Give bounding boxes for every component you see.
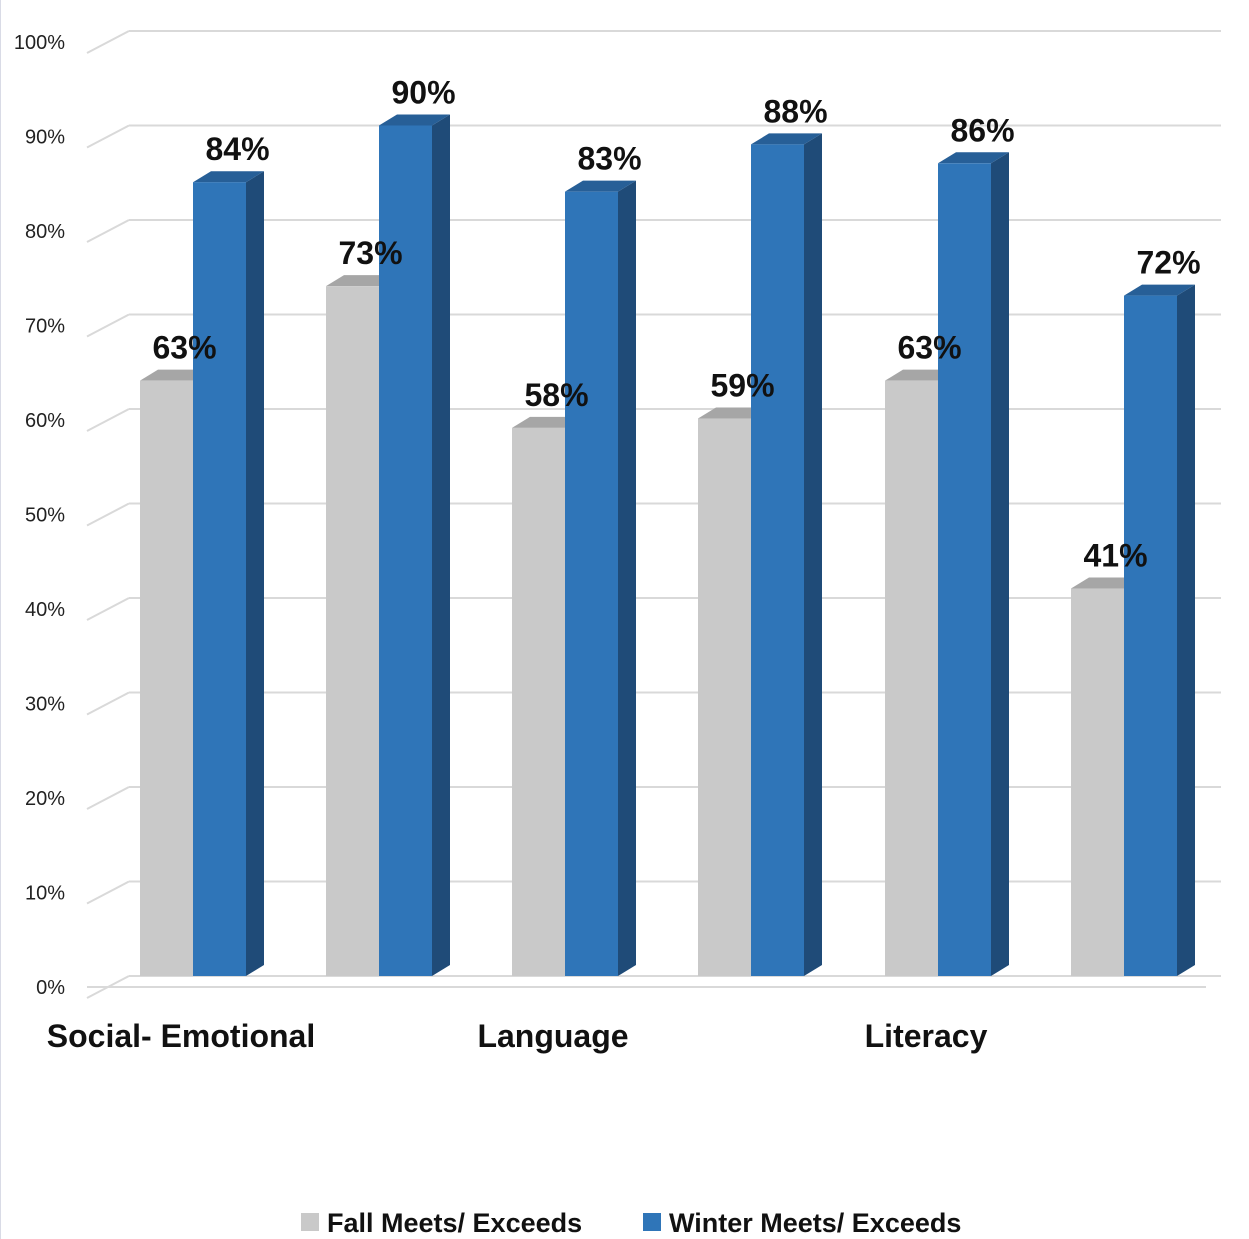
bar-side xyxy=(991,152,1009,977)
bar-top xyxy=(379,114,450,126)
bar-winter xyxy=(751,144,804,976)
gridline-wall xyxy=(86,124,130,149)
gridline-wall xyxy=(86,219,130,243)
y-tick-label: 10% xyxy=(25,883,65,905)
bar-side xyxy=(804,133,822,976)
bar-fall xyxy=(326,286,379,976)
data-label: 72% xyxy=(1136,245,1200,281)
y-tick-label: 70% xyxy=(25,316,65,338)
bar-top xyxy=(193,171,264,183)
category-label: Literacy xyxy=(865,1018,988,1054)
y-tick-label: 20% xyxy=(25,788,65,810)
bar-side xyxy=(246,171,264,976)
legend: Fall Meets/ Exceeds Winter Meets/ Exceeds xyxy=(301,1208,961,1238)
data-label: 58% xyxy=(524,377,588,413)
bar-fall xyxy=(512,427,565,976)
legend-label: Winter Meets/ Exceeds xyxy=(669,1208,961,1238)
legend-swatch xyxy=(301,1213,319,1231)
bar-side xyxy=(432,114,450,976)
y-tick-label: 40% xyxy=(25,599,65,621)
data-label: 88% xyxy=(763,93,827,129)
gridline-wall xyxy=(86,408,130,432)
data-label: 63% xyxy=(152,330,216,366)
legend-label: Fall Meets/ Exceeds xyxy=(327,1208,582,1238)
bar-winter xyxy=(565,191,618,976)
bar-fall xyxy=(885,380,938,976)
category-labels: Social- Emotional Language Literacy xyxy=(47,1018,988,1054)
bar-side xyxy=(1177,284,1195,977)
bar-top xyxy=(938,152,1009,164)
y-axis: 0% 10% 20% 30% 40% 50% 60% 70% 80% 90% 100% xyxy=(14,32,65,999)
bar-side xyxy=(618,180,636,976)
gridline-wall xyxy=(86,597,130,621)
legend-swatch xyxy=(643,1213,661,1231)
y-tick-label: 100% xyxy=(14,32,65,54)
bars xyxy=(140,114,1195,977)
data-label: 63% xyxy=(897,330,961,366)
gridline-wall xyxy=(86,313,130,338)
data-label: 59% xyxy=(710,367,774,403)
category-label: Social- Emotional xyxy=(47,1018,315,1054)
bar-top xyxy=(751,133,822,145)
y-tick-label: 30% xyxy=(25,694,65,716)
data-label: 41% xyxy=(1083,538,1147,574)
category-label: Language xyxy=(477,1018,628,1054)
data-labels: 63% 84% 73% 90% 58% 83% 59% 88% 63% 86% 41% 72% xyxy=(152,75,1200,574)
data-label: 83% xyxy=(577,141,641,177)
gridline-wall xyxy=(86,880,130,905)
y-tick-label: 60% xyxy=(25,410,65,432)
y-tick-label: 90% xyxy=(25,127,65,149)
legend-item: Winter Meets/ Exceeds xyxy=(643,1208,961,1238)
gridline-wall xyxy=(86,30,130,54)
bar-fall xyxy=(140,380,193,976)
y-tick-label: 50% xyxy=(25,505,65,527)
gridlines xyxy=(86,30,1221,999)
data-label: 73% xyxy=(338,235,402,271)
bar-top xyxy=(565,180,636,192)
legend-item: Fall Meets/ Exceeds xyxy=(301,1208,582,1238)
y-tick-label: 0% xyxy=(36,977,65,999)
bar-winter xyxy=(1124,295,1177,977)
bar-winter xyxy=(379,125,432,976)
gridline-wall xyxy=(86,502,130,527)
bar-fall xyxy=(1071,588,1124,976)
data-label: 90% xyxy=(391,75,455,111)
bar-fall xyxy=(698,418,751,976)
gridline-wall xyxy=(86,691,130,716)
bar-winter xyxy=(938,163,991,977)
y-tick-label: 80% xyxy=(25,221,65,243)
data-label: 84% xyxy=(205,131,269,167)
gridline-wall xyxy=(86,786,130,810)
bar-top xyxy=(1124,284,1195,296)
bar-winter xyxy=(193,182,246,976)
data-label: 86% xyxy=(950,112,1014,148)
